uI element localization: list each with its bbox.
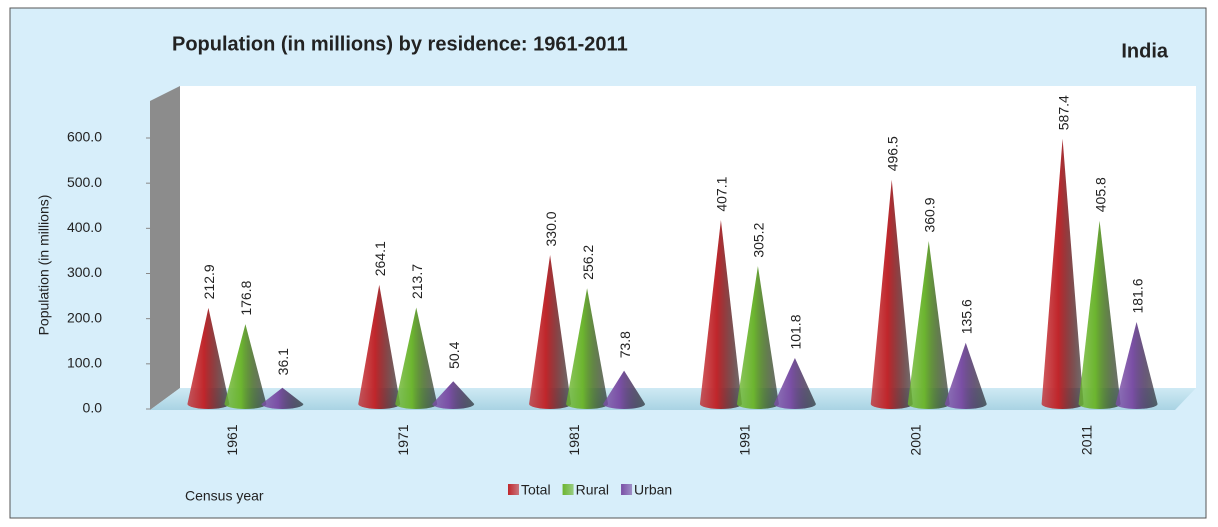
legend-swatch: [562, 484, 574, 495]
cone: [1041, 138, 1084, 410]
y-tick-label: 300.0: [67, 264, 102, 280]
y-tick-label: 100.0: [67, 355, 102, 371]
cone: [261, 387, 304, 409]
legend-label: Rural: [576, 482, 609, 498]
legend-swatch: [508, 484, 519, 495]
cone: [736, 266, 779, 409]
value-label: 496.5: [884, 136, 900, 171]
x-tick-label: 1991: [737, 424, 753, 455]
cone: [907, 240, 950, 409]
value-label: 135.6: [958, 299, 974, 334]
side-wall: [150, 86, 180, 410]
value-label: 587.4: [1055, 95, 1071, 130]
y-tick-label: 400.0: [67, 219, 102, 235]
cone: [358, 284, 401, 409]
cone: [566, 288, 609, 409]
cone: [1078, 220, 1121, 409]
value-label: 181.6: [1129, 278, 1145, 313]
cone: [1115, 321, 1158, 409]
y-tick-label: 0.0: [83, 400, 103, 416]
x-tick-label: 2001: [907, 424, 923, 455]
cone: [529, 254, 572, 409]
value-label: 36.1: [275, 348, 291, 375]
value-label: 264.1: [372, 241, 388, 276]
cone: [699, 220, 742, 409]
y-tick-label: 500.0: [67, 174, 102, 190]
y-axis-label: Population (in millions): [36, 195, 52, 336]
value-label: 101.8: [788, 314, 804, 349]
value-label: 305.2: [751, 222, 767, 257]
y-tick-label: 600.0: [67, 129, 102, 145]
value-label: 360.9: [921, 197, 937, 232]
x-tick-label: 2011: [1078, 425, 1094, 455]
x-tick-label: 1961: [224, 424, 240, 455]
value-label: 256.2: [580, 245, 596, 280]
back-wall: [180, 86, 1196, 388]
legend-label: Urban: [634, 482, 672, 498]
chart-subtitle: India: [1121, 40, 1169, 62]
value-label: 407.1: [714, 176, 730, 211]
cone: [224, 324, 267, 409]
value-label: 73.8: [617, 331, 633, 358]
cone: [603, 370, 646, 409]
cone: [944, 342, 987, 409]
cone: [187, 307, 230, 409]
x-tick-label: 1981: [566, 424, 582, 455]
cone: [773, 358, 816, 409]
legend-label: Total: [521, 482, 551, 498]
cone: [870, 179, 913, 409]
y-tick-label: 200.0: [67, 309, 102, 325]
value-label: 330.0: [543, 211, 559, 246]
legend-swatch: [621, 484, 633, 495]
value-label: 176.8: [238, 280, 254, 315]
cone: [432, 381, 475, 409]
floor: [150, 388, 1196, 410]
value-label: 405.8: [1092, 177, 1108, 212]
value-label: 212.9: [201, 264, 217, 299]
cone: [395, 307, 438, 409]
x-tick-label: 1971: [395, 424, 411, 455]
x-axis-label: Census year: [185, 488, 264, 504]
chart-title: Population (in millions) by residence: 1…: [172, 33, 628, 55]
value-label: 213.7: [409, 264, 425, 299]
value-label: 50.4: [446, 341, 462, 368]
